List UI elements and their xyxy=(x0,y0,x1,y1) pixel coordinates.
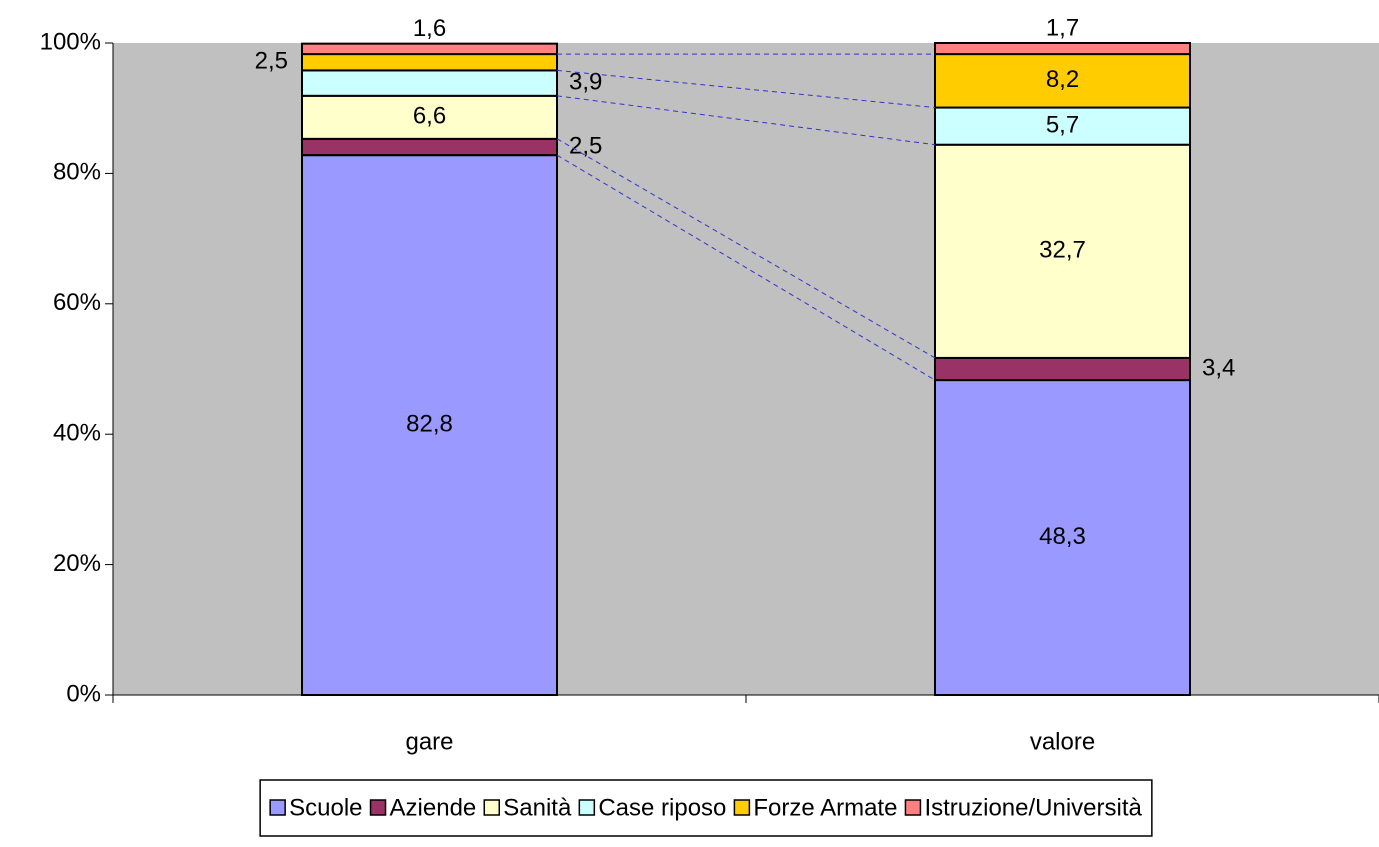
y-tick-label: 100% xyxy=(40,28,101,55)
bar-segment xyxy=(934,356,1191,382)
x-tick-label: valore xyxy=(1030,728,1095,755)
y-tick-label: 20% xyxy=(53,550,101,577)
bar-segment xyxy=(301,42,558,56)
data-label: 3,4 xyxy=(1202,354,1235,381)
data-label: 1,6 xyxy=(413,15,446,42)
series-line xyxy=(556,154,936,381)
data-label: 2,5 xyxy=(569,132,602,159)
legend-label: Sanità xyxy=(503,794,572,821)
bar-segment xyxy=(301,53,558,72)
y-tick-label: 0% xyxy=(66,680,101,707)
data-label: 2,5 xyxy=(255,48,288,75)
data-label: 6,6 xyxy=(413,103,446,130)
bar-segment xyxy=(301,154,558,697)
legend-swatch xyxy=(904,799,922,816)
legend-label: Scuole xyxy=(289,794,362,821)
data-label: 5,7 xyxy=(1046,111,1079,138)
bar-segment xyxy=(934,42,1191,56)
legend-swatch xyxy=(369,799,387,816)
y-tick-label: 80% xyxy=(53,159,101,186)
bar-segment xyxy=(301,94,558,140)
data-label: 1,7 xyxy=(1046,14,1079,41)
series-line xyxy=(556,138,936,359)
y-tick-label: 60% xyxy=(53,289,101,316)
bar-segment xyxy=(934,106,1191,146)
legend-swatch xyxy=(269,799,286,816)
legend-swatch xyxy=(733,799,751,816)
data-label: 82,8 xyxy=(406,410,453,437)
bar-segment xyxy=(301,69,558,97)
data-label: 32,7 xyxy=(1039,237,1086,264)
bar-segment xyxy=(934,379,1191,696)
legend-label: Aziende xyxy=(390,794,477,821)
legend-label: Istruzione/Università xyxy=(924,794,1142,821)
bar-segment xyxy=(934,143,1191,359)
legend-label: Forze Armate xyxy=(753,794,897,821)
x-tick-label: gare xyxy=(405,728,453,755)
legend-swatch xyxy=(483,799,501,816)
legend-swatch xyxy=(578,799,596,816)
data-label: 3,9 xyxy=(569,68,602,95)
bar-segment xyxy=(301,137,558,157)
data-label: 48,3 xyxy=(1039,523,1086,550)
series-line xyxy=(556,95,936,146)
series-line xyxy=(556,69,936,109)
data-label: 8,2 xyxy=(1046,66,1079,93)
legend-label: Case riposo xyxy=(598,794,726,821)
y-tick-label: 40% xyxy=(53,420,101,447)
bar-segment xyxy=(934,53,1191,109)
legend xyxy=(259,779,1153,837)
